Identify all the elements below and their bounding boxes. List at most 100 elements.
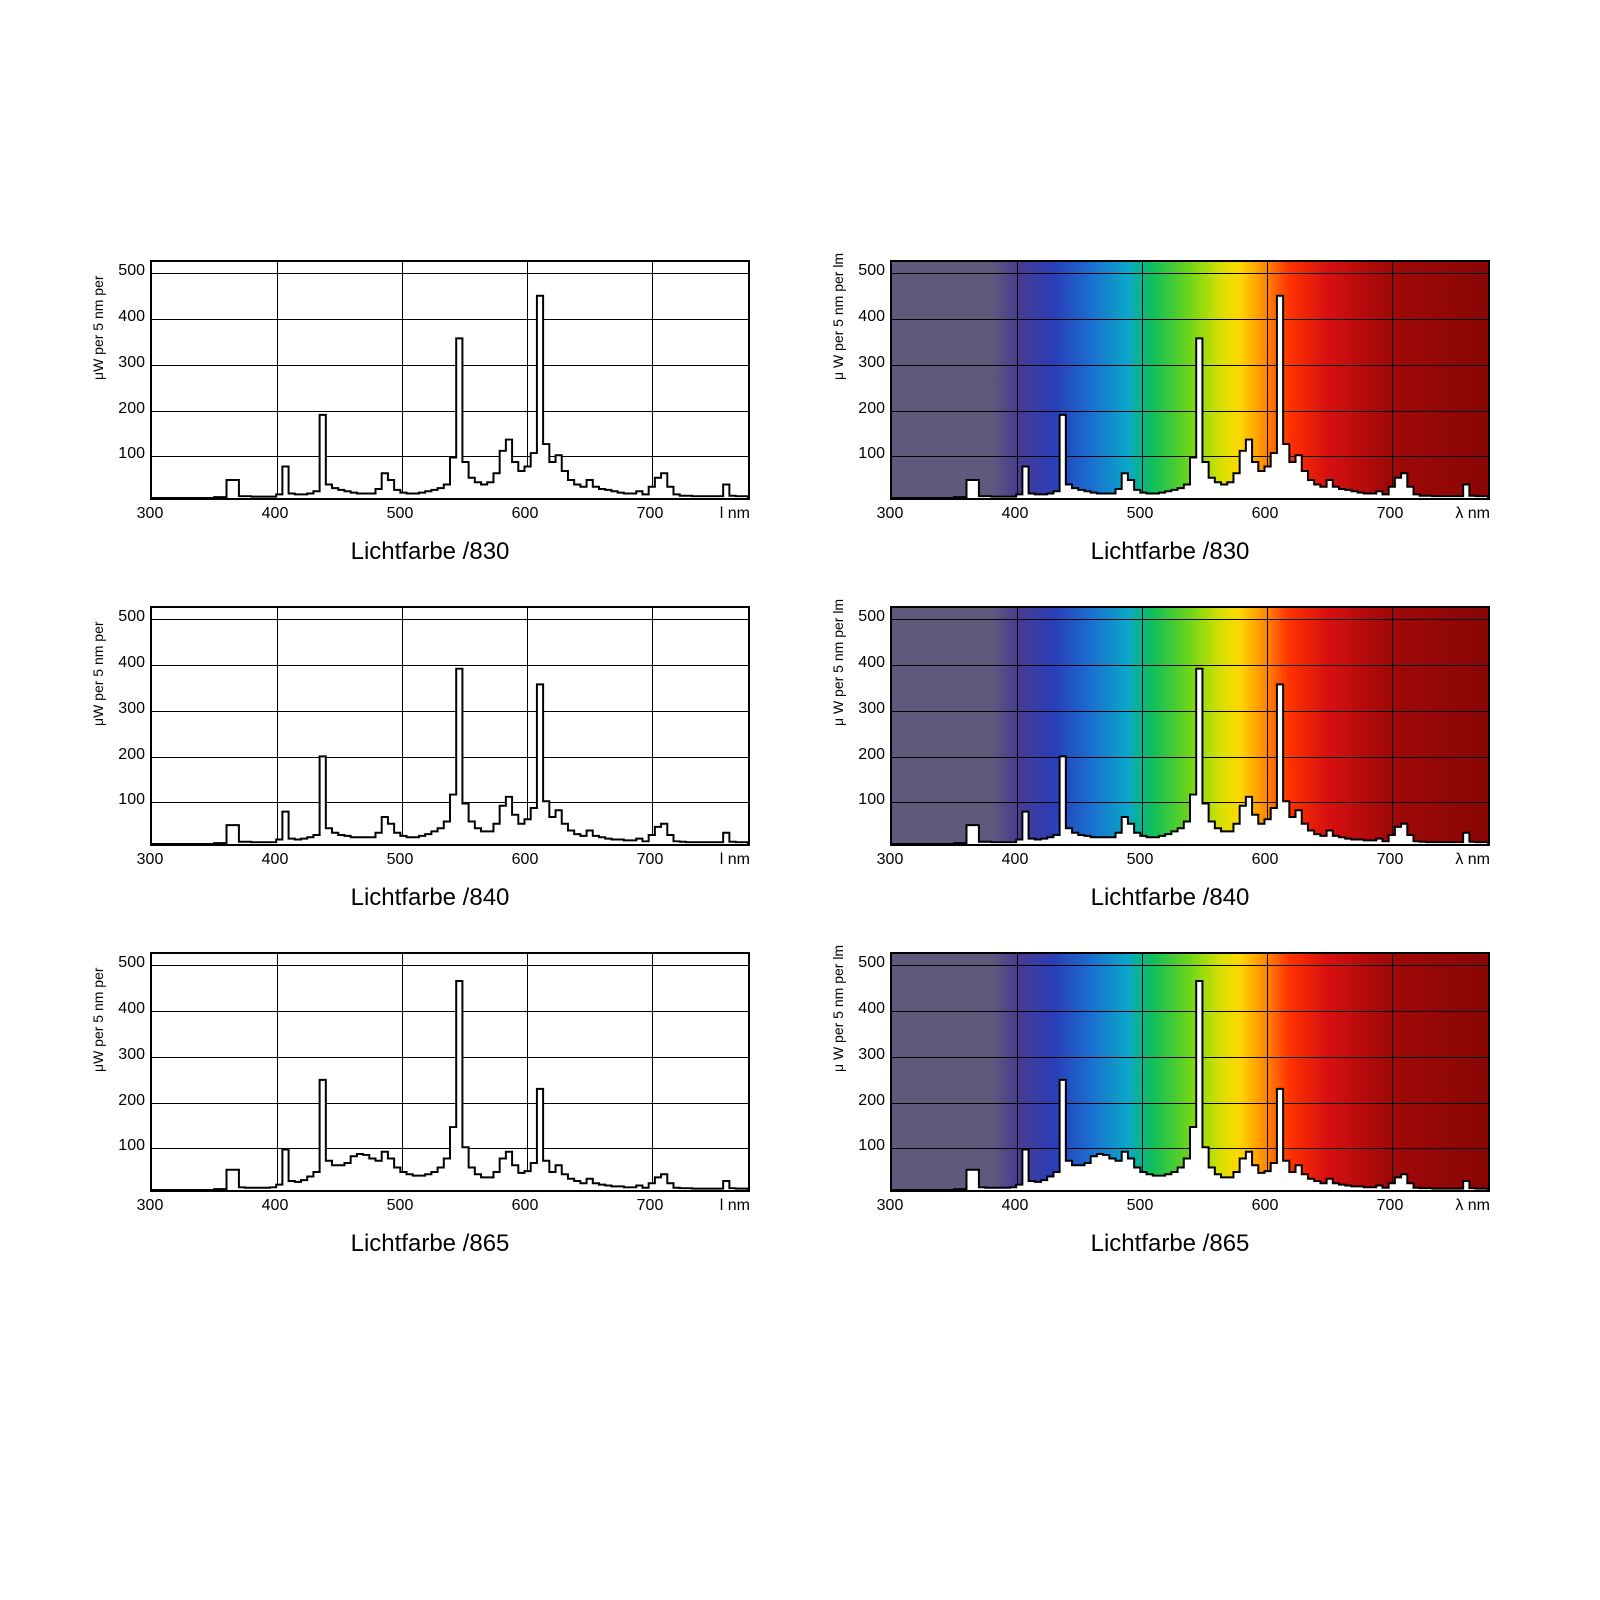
x-tick-label: 300 [137, 1197, 164, 1215]
row-830: μW per 5 nm per 100 200 300 400 500 300 400 500 6… [80, 260, 1520, 566]
x-tick-label: 600 [1252, 505, 1279, 523]
plot-area [890, 260, 1490, 500]
y-tick-label: 200 [855, 746, 885, 764]
x-axis-unit: l nm [720, 1197, 750, 1215]
y-tick-label: 200 [115, 746, 145, 764]
row-840: μW per 5 nm per 100 200 300 400 500 300 400 500 6… [80, 606, 1520, 912]
y-tick-label: 100 [855, 1137, 885, 1155]
y-tick-label: 500 [115, 608, 145, 626]
y-axis-title: μW per 5 nm per [90, 621, 106, 726]
x-tick-label: 700 [637, 505, 664, 523]
panel-caption: Lichtfarbe /840 [820, 884, 1520, 912]
spectrum-panel-865-plain: μW per 5 nm per1002003004005003004005006… [80, 952, 780, 1258]
y-axis-title: μW per 5 nm per [90, 275, 106, 380]
spectrum-trace [152, 262, 748, 498]
x-tick-label: 700 [637, 851, 664, 869]
plot-area [150, 952, 750, 1192]
x-tick-label: 700 [637, 1197, 664, 1215]
x-tick-label: 500 [387, 1197, 414, 1215]
spectrum-panel-830-plain: μW per 5 nm per 100 200 300 400 500 300 400 500 6… [80, 260, 780, 566]
x-tick-label: 300 [137, 851, 164, 869]
x-axis-unit: λ nm [1455, 1197, 1490, 1215]
x-tick-label: 400 [1002, 505, 1029, 523]
panel-caption: Lichtfarbe /830 [820, 538, 1520, 566]
y-tick-label: 300 [115, 354, 145, 372]
panel-caption: Lichtfarbe /865 [820, 1230, 1520, 1258]
spectrum-panel-840-color: μ W per 5 nm per lm100200300400500300400… [820, 606, 1520, 912]
x-tick-label: 600 [512, 1197, 539, 1215]
panel-caption: Lichtfarbe /865 [80, 1230, 780, 1258]
y-axis-title: μ W per 5 nm per lm [830, 945, 846, 1072]
x-tick-label: 600 [1252, 1197, 1279, 1215]
x-tick-label: 400 [1002, 851, 1029, 869]
y-tick-label: 400 [855, 308, 885, 326]
plot-area [150, 606, 750, 846]
y-tick-label: 500 [855, 608, 885, 626]
x-axis-unit: λ nm [1455, 505, 1490, 523]
spectrum-panel-865-color: μ W per 5 nm per lm100200300400500300400… [820, 952, 1520, 1258]
y-tick-label: 500 [855, 954, 885, 972]
spectrum-panel-830-color: μ W per 5 nm per lm100200300400500300400… [820, 260, 1520, 566]
y-tick-label: 200 [115, 400, 145, 418]
x-tick-label: 300 [877, 1197, 904, 1215]
y-tick-label: 300 [855, 354, 885, 372]
y-tick-label: 100 [855, 791, 885, 809]
x-tick-label: 500 [1127, 1197, 1154, 1215]
plot-area [150, 260, 750, 500]
x-tick-label: 500 [1127, 851, 1154, 869]
x-tick-label: 700 [1377, 851, 1404, 869]
x-tick-label: 400 [262, 1197, 289, 1215]
y-tick-label: 200 [855, 1092, 885, 1110]
y-tick-label: 200 [115, 1092, 145, 1110]
x-tick-label: 400 [1002, 1197, 1029, 1215]
y-tick-label: 200 [855, 400, 885, 418]
x-axis-unit: λ nm [1455, 851, 1490, 869]
x-tick-label: 300 [877, 851, 904, 869]
y-tick-label: 100 [115, 445, 145, 463]
y-tick-label: 400 [855, 654, 885, 672]
spectral-charts-grid: μW per 5 nm per 100 200 300 400 500 300 400 500 6… [80, 260, 1520, 1298]
y-axis-title: μ W per 5 nm per lm [830, 599, 846, 726]
y-tick-label: 100 [115, 1137, 145, 1155]
x-tick-label: 600 [512, 505, 539, 523]
y-tick-label: 100 [855, 445, 885, 463]
x-tick-label: 700 [1377, 1197, 1404, 1215]
y-tick-label: 300 [115, 700, 145, 718]
plot-area [890, 606, 1490, 846]
x-tick-label: 400 [262, 505, 289, 523]
y-tick-label: 300 [115, 1046, 145, 1064]
x-axis-unit: l nm [720, 505, 750, 523]
panel-caption: Lichtfarbe /830 [80, 538, 780, 566]
y-tick-label: 300 [855, 700, 885, 718]
y-tick-label: 400 [115, 308, 145, 326]
spectrum-panel-840-plain: μW per 5 nm per 100 200 300 400 500 300 400 500 6… [80, 606, 780, 912]
x-tick-label: 500 [1127, 505, 1154, 523]
x-tick-label: 500 [387, 851, 414, 869]
spectrum-trace [892, 262, 1488, 498]
chart-area: μ W per 5 nm per lm100200300400500300400… [820, 952, 1520, 1222]
spectrum-trace [152, 608, 748, 844]
y-tick-label: 500 [855, 262, 885, 280]
panel-caption: Lichtfarbe /840 [80, 884, 780, 912]
spectrum-trace [892, 608, 1488, 844]
spectrum-trace [892, 954, 1488, 1190]
x-tick-label: 300 [877, 505, 904, 523]
y-tick-label: 400 [115, 654, 145, 672]
spectrum-trace [152, 954, 748, 1190]
y-tick-label: 400 [115, 1000, 145, 1018]
x-tick-label: 600 [512, 851, 539, 869]
x-tick-label: 400 [262, 851, 289, 869]
x-tick-label: 500 [387, 505, 414, 523]
chart-area: μ W per 5 nm per lm100200300400500300400… [820, 606, 1520, 876]
chart-area: μW per 5 nm per 100 200 300 400 500 300 400 500 6… [80, 260, 780, 530]
x-tick-label: 300 [137, 505, 164, 523]
chart-area: μ W per 5 nm per lm100200300400500300400… [820, 260, 1520, 530]
y-axis-title: μW per 5 nm per [90, 967, 106, 1072]
y-tick-label: 100 [115, 791, 145, 809]
x-tick-label: 600 [1252, 851, 1279, 869]
chart-area: μW per 5 nm per 100 200 300 400 500 300 400 500 6… [80, 606, 780, 876]
row-865: μW per 5 nm per 100 200 300 400 500 300 400 500 6… [80, 952, 1520, 1258]
y-tick-label: 500 [115, 262, 145, 280]
chart-area: μW per 5 nm per1002003004005003004005006… [80, 952, 780, 1222]
x-tick-label: 700 [1377, 505, 1404, 523]
